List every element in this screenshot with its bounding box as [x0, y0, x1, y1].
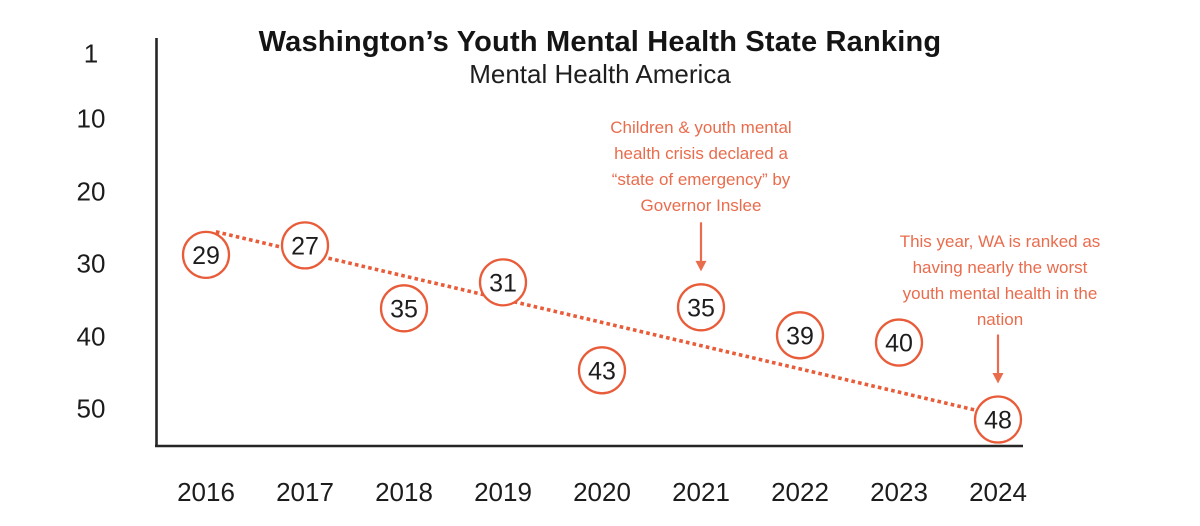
trend-line [215, 230, 979, 413]
data-point-value: 29 [192, 242, 220, 270]
y-axis-label: 20 [76, 176, 106, 207]
x-axis-label: 2019 [474, 477, 532, 507]
data-point-circle [775, 311, 825, 360]
x-axis-label: 2023 [870, 477, 928, 507]
x-axis-label: 2016 [177, 477, 235, 507]
down-arrowhead-icon [695, 260, 707, 272]
x-axis-label: 2022 [771, 477, 829, 507]
y-axis-label: 10 [76, 103, 106, 134]
data-point-circle [181, 230, 231, 280]
data-point-circle [874, 318, 924, 367]
y-axis-label: 50 [76, 393, 106, 424]
data-point-circle [379, 284, 429, 333]
annotation-state-of-emergency: Children & youth mental health crisis de… [610, 118, 792, 215]
data-point-circle [478, 258, 528, 307]
x-axis-label: 2017 [276, 477, 334, 507]
x-axis-label: 2024 [969, 477, 1027, 507]
data-point-value: 48 [984, 407, 1012, 435]
annotation-worst-ranking: This year, WA is ranked as having nearly… [899, 232, 1101, 329]
y-axis-label: 40 [76, 321, 106, 352]
chart-subtitle: Mental Health America [469, 59, 731, 89]
y-axis-label: 30 [76, 248, 106, 279]
data-point-circle [280, 221, 330, 270]
x-axis-label: 2020 [573, 477, 631, 507]
y-axis-label: 1 [83, 38, 99, 69]
data-point-value: 31 [489, 269, 517, 297]
data-point-value: 40 [885, 330, 913, 358]
chart-title: Washington’s Youth Mental Health State R… [258, 26, 942, 58]
data-point-value: 35 [687, 294, 715, 322]
data-point-value: 27 [291, 232, 319, 260]
data-point-value: 35 [390, 295, 418, 323]
data-point-circle [973, 395, 1023, 444]
data-point-value: 43 [588, 357, 616, 385]
x-axis-label: 2021 [672, 477, 730, 507]
down-arrowhead-icon [992, 373, 1004, 384]
data-point-circle [577, 346, 627, 395]
x-axis-label: 2018 [375, 477, 433, 507]
data-point-circle [676, 283, 726, 332]
data-point-value: 39 [786, 322, 814, 350]
